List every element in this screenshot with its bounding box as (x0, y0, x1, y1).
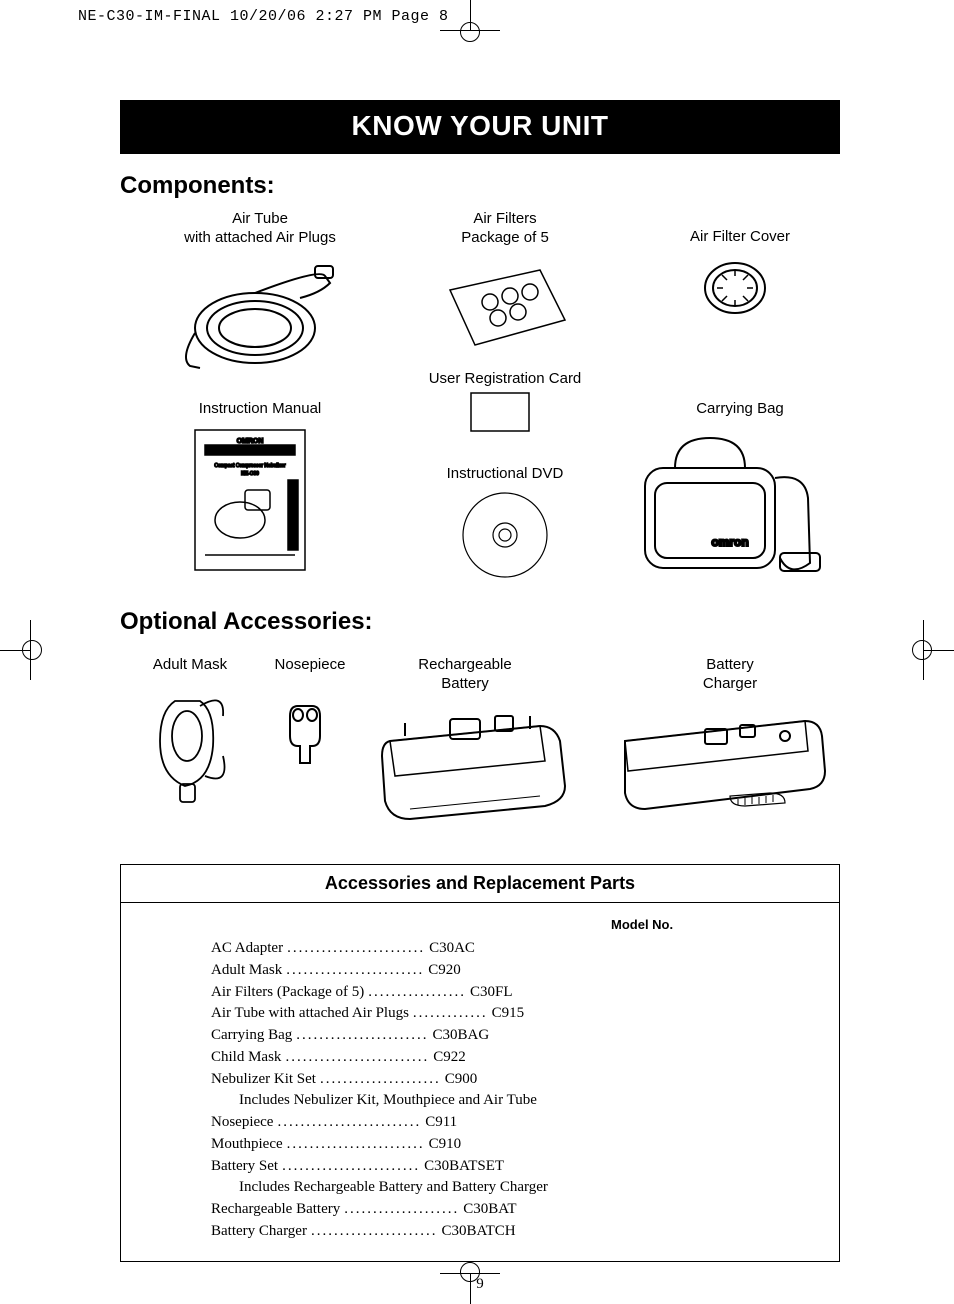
svg-text:Compact Compressor Nebulizer: Compact Compressor Nebulizer (214, 463, 285, 469)
label-carrying-bag: Carrying Bag (660, 400, 820, 419)
illus-air-tube (170, 258, 340, 373)
page-number: 9 (120, 1276, 840, 1293)
illus-nosepiece (280, 701, 330, 771)
part-model: C30BATSET (424, 1156, 504, 1178)
dot-leader: ........................ (283, 938, 429, 960)
part-name: Air Filters (Package of 5) (211, 982, 364, 1004)
part-note: Includes Nebulizer Kit, Mouthpiece and A… (211, 1090, 769, 1112)
dot-leader: ....................... (292, 1025, 432, 1047)
part-name: Mouthpiece (211, 1134, 283, 1156)
part-model: C910 (429, 1134, 462, 1156)
optional-heading: Optional Accessories: (120, 608, 840, 636)
part-model: C911 (425, 1112, 457, 1134)
part-note: Includes Rechargeable Battery and Batter… (211, 1177, 769, 1199)
page-content: KNOW YOUR UNIT Components: Air Tubewith … (120, 100, 840, 1293)
title-bar: KNOW YOUR UNIT (120, 100, 840, 154)
illus-air-filter-cover (700, 258, 770, 318)
part-row: Carrying Bag ....................... C30… (211, 1025, 769, 1047)
dot-leader: ........................ (282, 960, 428, 982)
part-name: Battery Charger (211, 1221, 307, 1243)
components-heading: Components: (120, 172, 840, 200)
crop-mark-right (906, 620, 954, 680)
dot-leader: ......................... (273, 1112, 425, 1134)
part-name: Nosepiece (211, 1112, 273, 1134)
illus-adult-mask (145, 686, 235, 806)
part-name: Carrying Bag (211, 1025, 292, 1047)
illus-manual: OMRON Compact Compressor Nebulizer NE-C3… (190, 425, 310, 575)
model-no-header: Model No. (611, 917, 769, 932)
part-model: C922 (433, 1047, 466, 1069)
components-area: Air Tubewith attached Air Plugs Air Filt… (120, 210, 840, 590)
illus-air-filters (440, 260, 570, 360)
part-name: Adult Mask (211, 960, 282, 982)
part-model: C900 (445, 1069, 478, 1091)
svg-text:omron: omron (711, 535, 748, 549)
illus-battery (370, 701, 580, 831)
part-name: Child Mask (211, 1047, 281, 1069)
dot-leader: ........................ (283, 1134, 429, 1156)
parts-body: Model No. AC Adapter ...................… (121, 903, 839, 1261)
label-adult-mask: Adult Mask (135, 656, 245, 675)
part-row: Adult Mask ........................ C920 (211, 960, 769, 982)
part-row: Nosepiece ......................... C911 (211, 1112, 769, 1134)
label-charger: BatteryCharger (660, 656, 800, 694)
part-name: Battery Set (211, 1156, 278, 1178)
dot-leader: ..................... (316, 1069, 445, 1091)
label-rechargeable: RechargeableBattery (395, 656, 535, 694)
part-name: Air Tube with attached Air Plugs (211, 1003, 409, 1025)
accessories-area: Adult Mask Nosepiece RechargeableBattery… (120, 646, 840, 846)
dot-leader: ........................ (278, 1156, 424, 1178)
parts-title: Accessories and Replacement Parts (121, 865, 839, 903)
label-air-tube: Air Tubewith attached Air Plugs (160, 210, 360, 248)
crop-mark-left (0, 620, 48, 680)
dot-leader: .................... (340, 1199, 463, 1221)
parts-table: Accessories and Replacement Parts Model … (120, 864, 840, 1262)
part-model: C915 (492, 1003, 525, 1025)
dot-leader: ......................... (281, 1047, 433, 1069)
part-model: C30BAT (463, 1199, 516, 1221)
part-row: Rechargeable Battery ...................… (211, 1199, 769, 1221)
part-name: AC Adapter (211, 938, 283, 960)
part-name: Rechargeable Battery (211, 1199, 340, 1221)
svg-text:OMRON: OMRON (237, 438, 264, 445)
svg-text:NE-C30: NE-C30 (241, 471, 259, 477)
part-model: C30BAG (432, 1025, 489, 1047)
part-row: Battery Charger ...................... C… (211, 1221, 769, 1243)
dot-leader: ............. (409, 1003, 492, 1025)
label-nosepiece: Nosepiece (255, 656, 365, 675)
dot-leader: ...................... (307, 1221, 442, 1243)
part-name: Nebulizer Kit Set (211, 1069, 316, 1091)
part-row: Battery Set ........................ C30… (211, 1156, 769, 1178)
illus-carrying-bag: omron (630, 428, 830, 588)
illus-charger (610, 701, 840, 821)
label-air-filters: Air FiltersPackage of 5 (420, 210, 590, 248)
part-model: C30BATCH (441, 1221, 515, 1243)
part-row: Child Mask ......................... C92… (211, 1047, 769, 1069)
part-row: Air Tube with attached Air Plugs .......… (211, 1003, 769, 1025)
dot-leader: ................. (364, 982, 470, 1004)
part-model: C920 (428, 960, 461, 982)
part-row: Air Filters (Package of 5) .............… (211, 982, 769, 1004)
illus-dvd (460, 490, 550, 580)
part-model: C30FL (470, 982, 513, 1004)
part-row: AC Adapter ........................ C30A… (211, 938, 769, 960)
crop-mark-top (440, 0, 500, 48)
illus-reg-card (470, 392, 530, 432)
part-model: C30AC (429, 938, 475, 960)
label-user-reg-card: User Registration Card (400, 370, 610, 389)
part-row: Mouthpiece ........................ C910 (211, 1134, 769, 1156)
label-air-filter-cover: Air Filter Cover (660, 228, 820, 247)
print-slug: NE-C30-IM-FINAL 10/20/06 2:27 PM Page 8 (78, 8, 449, 25)
part-row: Nebulizer Kit Set ..................... … (211, 1069, 769, 1091)
label-dvd: Instructional DVD (420, 465, 590, 484)
label-instruction-manual: Instruction Manual (160, 400, 360, 419)
